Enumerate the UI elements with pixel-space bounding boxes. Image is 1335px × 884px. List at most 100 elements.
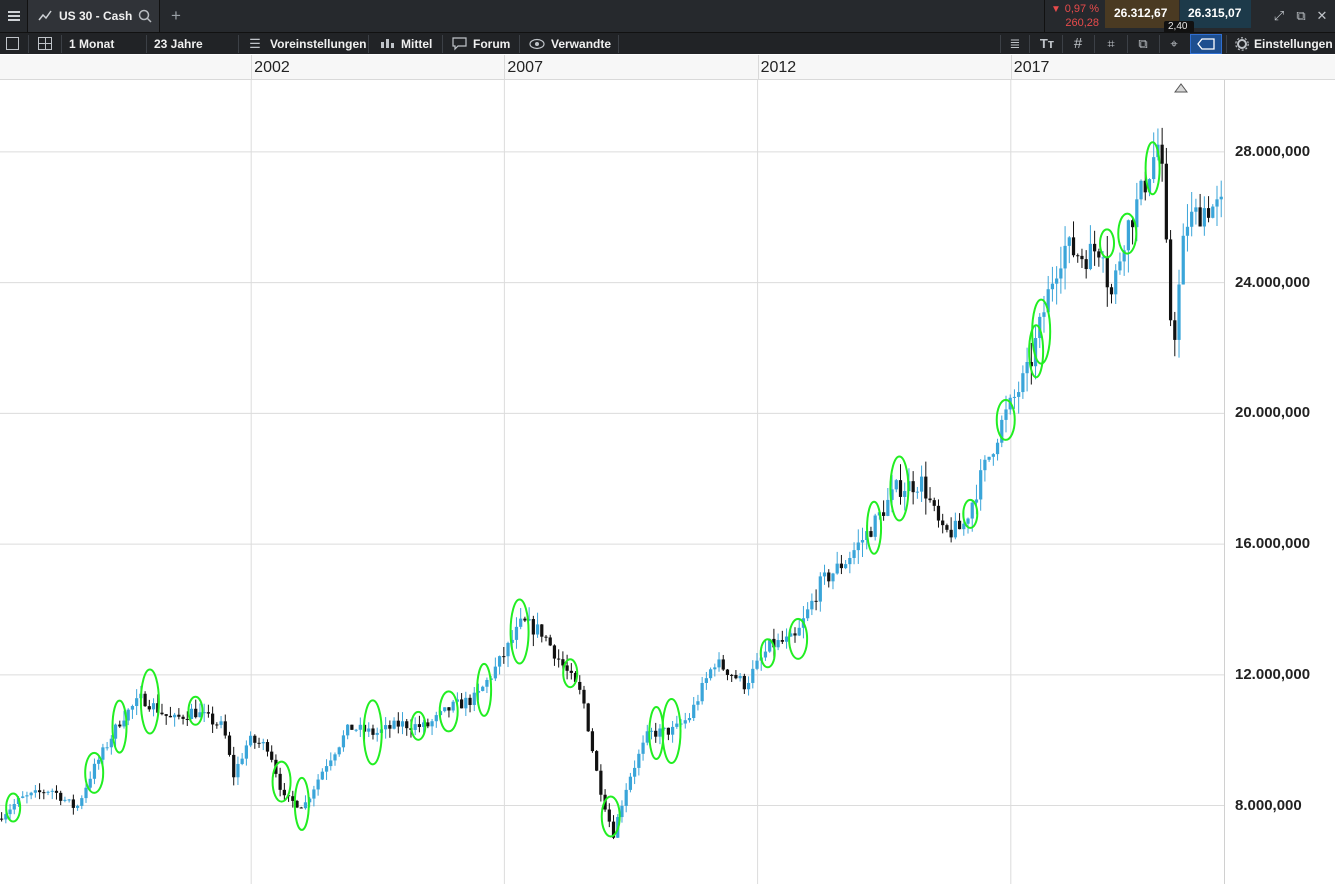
crosshair-icon[interactable]: ⌖ (1170, 36, 1178, 51)
candle-body (113, 724, 118, 739)
close-icon[interactable]: ✕ (1316, 8, 1328, 23)
candle-body (1139, 180, 1143, 200)
candle-body (316, 779, 320, 790)
year-tick-mark (757, 55, 759, 80)
pattern-marker (600, 795, 621, 838)
candle-body (1101, 257, 1105, 259)
instrument-tab[interactable]: US 30 - Cash (28, 0, 160, 32)
settings-button[interactable]: Einstellungen (1254, 37, 1333, 51)
candle-body (953, 520, 957, 538)
candle-body (164, 714, 168, 716)
candle-body (118, 724, 122, 727)
candle-body (1114, 270, 1118, 295)
candle-body (860, 539, 865, 543)
price-chart[interactable] (0, 80, 1335, 884)
presets-button[interactable]: Voreinstellungen (270, 37, 367, 51)
candle-body (548, 637, 552, 646)
candle-body (130, 706, 135, 710)
candle-body (624, 789, 628, 806)
candle-body (979, 470, 983, 500)
candle-body (962, 523, 966, 530)
candle-body (71, 799, 75, 808)
candle-body (350, 724, 354, 730)
add-tab-icon[interactable]: + (171, 6, 181, 25)
candle-body (987, 456, 991, 460)
chart-area[interactable] (0, 80, 1335, 884)
candle-body (768, 638, 772, 652)
candle-body (451, 701, 455, 711)
candle-body (417, 724, 422, 727)
candle-body (932, 500, 936, 506)
candle-body (894, 480, 898, 490)
candle-body (413, 724, 417, 730)
list-view-icon[interactable]: ≣ (1009, 36, 1021, 51)
average-button[interactable]: Mittel (401, 37, 433, 51)
grid-icon[interactable]: # (1073, 35, 1083, 52)
candle-body (405, 721, 409, 729)
candle-body (704, 678, 708, 683)
candle-body (341, 735, 346, 748)
range-selector[interactable]: 23 Jahre (154, 37, 203, 51)
pattern-marker (1117, 212, 1138, 255)
candle-body (400, 721, 405, 727)
candle-body (21, 796, 25, 798)
copy-icon[interactable]: ⧉ (1138, 36, 1148, 51)
candle-body (384, 725, 388, 730)
candle-body (59, 792, 63, 801)
candle-body (8, 809, 12, 815)
search-icon[interactable] (138, 9, 152, 23)
candle-body (388, 725, 392, 729)
popout-icon[interactable]: ⧉ (1296, 8, 1306, 23)
pattern-marker (1031, 298, 1052, 365)
candle-body (257, 742, 261, 744)
candle-body (227, 735, 232, 755)
candle-body (637, 753, 641, 768)
candle-body (270, 751, 274, 760)
forum-button[interactable]: Forum (473, 37, 511, 51)
gear-icon (1235, 37, 1249, 51)
candle-body (586, 703, 590, 732)
price-tick-label: 8.000,000 (1235, 796, 1302, 814)
candle-body (422, 722, 426, 727)
candle-body (751, 668, 755, 683)
scroll-up-icon[interactable] (1173, 80, 1189, 94)
candle-body (590, 731, 595, 752)
interval-selector[interactable]: 1 Monat (69, 37, 115, 51)
candle-body (88, 778, 92, 788)
candle-body (713, 667, 717, 670)
candle-body (354, 729, 358, 731)
candle-body (443, 707, 447, 712)
menu-icon[interactable] (0, 0, 28, 32)
candle-body (12, 804, 16, 810)
candle-body (371, 728, 375, 735)
top-bar: US 30 - Cash + ▼ 0,97 % 260,28 26.312,67… (0, 0, 1335, 33)
list-icon[interactable] (6, 37, 19, 50)
candle-body (312, 789, 316, 799)
candle-body (206, 712, 211, 714)
candle-body (844, 564, 848, 569)
price-tag-icon[interactable] (1190, 34, 1222, 54)
candle-body (746, 682, 751, 690)
bid-price[interactable]: 26.312,67 (1105, 0, 1179, 28)
candle-body (194, 708, 198, 718)
candles-icon (381, 39, 394, 48)
candle-body (291, 796, 295, 801)
candle-body (510, 639, 514, 643)
drawing-tools-icon[interactable]: ⌗ (1107, 36, 1115, 51)
candle-body (696, 701, 700, 705)
candle-body (1190, 211, 1194, 227)
layout-icon[interactable] (38, 37, 52, 50)
expand-icon[interactable]: ⤢ (1273, 8, 1285, 23)
candle-body (358, 724, 362, 730)
pattern-marker (1028, 324, 1045, 379)
candle-body (282, 789, 286, 796)
candle-body (915, 491, 919, 493)
candle-body (151, 703, 156, 710)
candle-body (232, 754, 236, 778)
candle-body (903, 491, 907, 497)
candle-body (333, 754, 337, 761)
candle-body (941, 520, 945, 526)
related-button[interactable]: Verwandte (551, 37, 612, 51)
text-size-icon[interactable]: Tт (1039, 36, 1055, 51)
candle-body (692, 704, 696, 719)
